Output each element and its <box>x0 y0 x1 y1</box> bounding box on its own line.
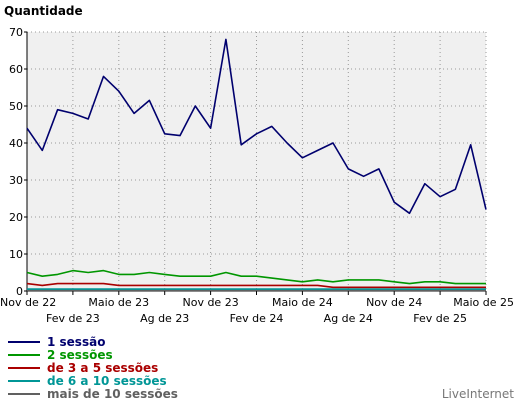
series-line <box>26 269 486 285</box>
series-line <box>26 282 486 289</box>
legend-label: 2 sessões <box>47 348 113 362</box>
legend-label: de 3 a 5 sessões <box>47 361 158 375</box>
grid <box>27 31 487 291</box>
x-tick-label: Fev de 23 <box>46 312 100 325</box>
credit-text: LiveInternet <box>442 387 514 401</box>
x-tick-label: Nov de 24 <box>366 296 422 309</box>
y-tick-label: 50 <box>9 100 23 113</box>
x-tick-label: Nov de 22 <box>0 296 56 309</box>
legend-label: mais de 10 sessões <box>47 387 178 401</box>
x-tick-label: Fev de 25 <box>413 312 467 325</box>
y-tick-label: 70 <box>9 26 23 39</box>
y-tick-label: 40 <box>9 137 23 150</box>
series-line <box>26 38 487 215</box>
y-axis-title: Quantidade <box>4 4 83 18</box>
y-tick-label: 0 <box>16 285 23 298</box>
y-tick-label: 60 <box>9 63 23 76</box>
x-tick-label: Nov de 23 <box>182 296 238 309</box>
x-tick-labels: Nov de 22 Maio de 23 Nov de 23 Maio de 24 No… <box>0 291 514 325</box>
y-tick-labels: 0 10 20 30 40 50 60 70 <box>9 26 27 298</box>
x-tick-label: Ag de 24 <box>324 312 373 325</box>
y-tick-label: 10 <box>9 248 23 261</box>
y-tick-label: 20 <box>9 211 23 224</box>
plot-area <box>27 32 486 291</box>
x-tick-label: Ag de 23 <box>140 312 189 325</box>
legend-label: 1 sessão <box>47 335 105 349</box>
legend-label: de 6 a 10 sessões <box>47 374 167 388</box>
x-tick-label: Fev de 24 <box>230 312 284 325</box>
series-lines <box>26 38 487 292</box>
x-tick-label: Maio de 25 <box>453 296 514 309</box>
y-tick-label: 30 <box>9 174 23 187</box>
x-tick-label: Maio de 23 <box>88 296 149 309</box>
x-tick-label: Maio de 24 <box>272 296 333 309</box>
